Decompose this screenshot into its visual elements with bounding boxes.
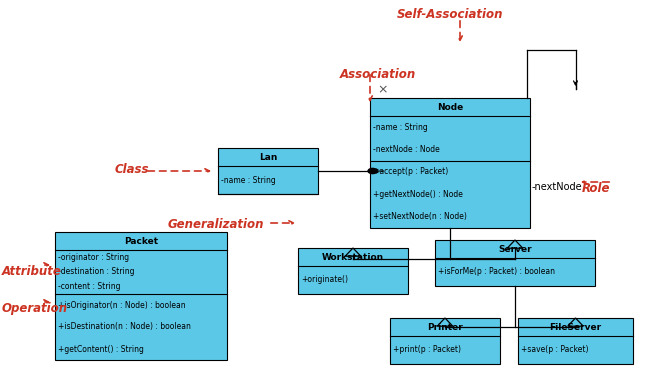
- Text: Attribute: Attribute: [2, 265, 62, 278]
- Text: Association: Association: [340, 68, 416, 81]
- Text: -nextNode: -nextNode: [532, 182, 582, 192]
- Circle shape: [368, 168, 377, 173]
- Text: -name : String: -name : String: [373, 123, 428, 132]
- Text: Packet: Packet: [124, 236, 158, 245]
- Bar: [55, 232, 227, 360]
- Text: +accept(p : Packet): +accept(p : Packet): [373, 167, 448, 176]
- Text: FileServer: FileServer: [549, 323, 601, 332]
- Text: +originate(): +originate(): [301, 276, 348, 285]
- Text: +save(p : Packet): +save(p : Packet): [521, 345, 588, 354]
- Bar: [518, 318, 633, 364]
- Text: Operation: Operation: [2, 302, 68, 315]
- Text: +isOriginator(n : Node) : boolean: +isOriginator(n : Node) : boolean: [58, 301, 186, 310]
- Text: Role: Role: [582, 182, 610, 195]
- Text: Lan: Lan: [259, 153, 277, 162]
- Text: -name : String: -name : String: [221, 176, 276, 185]
- Text: Self-Association: Self-Association: [396, 8, 503, 21]
- Text: +getContent() : String: +getContent() : String: [58, 345, 144, 354]
- Bar: [298, 248, 408, 294]
- Text: +print(p : Packet): +print(p : Packet): [393, 345, 461, 354]
- Bar: [218, 148, 318, 194]
- Text: Printer: Printer: [427, 323, 463, 332]
- Text: ×: ×: [378, 83, 388, 96]
- Text: -destination : String: -destination : String: [58, 267, 135, 276]
- Text: Workstation: Workstation: [322, 253, 384, 261]
- Text: +setNextNode(n : Node): +setNextNode(n : Node): [373, 212, 467, 221]
- Text: +getNextNode() : Node: +getNextNode() : Node: [373, 190, 463, 199]
- Text: +isDestination(n : Node) : boolean: +isDestination(n : Node) : boolean: [58, 323, 191, 332]
- Text: +isForMe(p : Packet) : boolean: +isForMe(p : Packet) : boolean: [438, 267, 555, 276]
- Text: -content : String: -content : String: [58, 282, 120, 291]
- Bar: [435, 240, 595, 286]
- Bar: [370, 98, 530, 228]
- Text: Node: Node: [437, 103, 463, 112]
- Text: Class: Class: [115, 163, 150, 176]
- Text: Generalization: Generalization: [168, 218, 265, 231]
- Bar: [390, 318, 500, 364]
- Text: Server: Server: [498, 244, 532, 254]
- Text: -nextNode : Node: -nextNode : Node: [373, 145, 440, 154]
- Text: -originator : String: -originator : String: [58, 253, 129, 262]
